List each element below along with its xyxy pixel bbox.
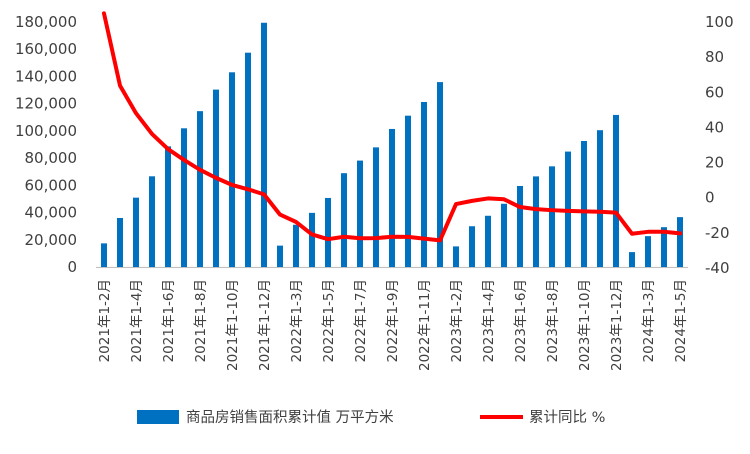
legend: 商品房销售面积累计值 万平方米 累计同比 % [137,409,605,426]
right-tick-label: 100 [705,13,734,31]
left-tick-label: 120,000 [15,95,77,113]
x-tick-label: 2021年1-12月 [257,279,273,371]
bar [389,128,395,267]
bar [581,140,587,267]
bar [341,173,347,267]
legend-line-label: 累计同比 % [529,409,605,426]
x-tick-label: 2023年1-8月 [545,279,561,362]
right-tick-label: 80 [705,48,724,66]
bar [469,226,475,267]
bar [197,111,203,267]
bar [245,52,251,267]
bar [101,243,107,267]
bar [421,101,427,267]
bar [677,217,683,267]
left-tick-label: 80,000 [25,149,78,167]
bar [165,146,171,267]
right-tick-label: 60 [705,83,724,101]
right-axis-ticks: -40 -20 0 20 40 60 80 100 [705,13,734,277]
x-tick-label: 2023年1-4月 [481,279,497,362]
x-tick-label: 2022年1-3月 [289,279,305,362]
bar [373,147,379,267]
x-tick-label: 2024年1-5月 [673,279,689,362]
line-series-group [102,11,682,243]
left-tick-label: 180,000 [15,13,77,31]
bar [661,227,667,267]
x-tick-label: 2022年1-7月 [353,279,369,362]
x-axis-ticks: 2021年1-2月 2021年1-4月 2021年1-6月 2021年1-8月 2021… [97,279,689,371]
right-tick-label: -40 [705,259,730,277]
left-tick-label: 40,000 [25,204,78,222]
bar [597,130,603,267]
bar [629,252,635,267]
bar [613,114,619,267]
x-tick-label: 2022年1-9月 [385,279,401,362]
bar [229,72,235,267]
bar [261,22,267,267]
x-tick-label: 2024年1-3月 [641,279,657,362]
bar [501,203,507,267]
x-tick-label: 2022年1-5月 [321,279,337,362]
left-tick-label: 140,000 [15,67,77,85]
bar [549,166,555,267]
bar [181,128,187,267]
bar [117,217,123,267]
bar [309,212,315,267]
x-tick-label: 2021年1-4月 [129,279,145,362]
bar [133,197,139,267]
bar [405,115,411,267]
bar [437,82,443,267]
legend-bar-swatch [137,410,179,424]
bar [517,185,523,267]
bar [277,245,283,267]
bar [149,176,155,267]
bar [453,246,459,267]
right-tick-label: 40 [705,118,724,136]
left-tick-label: 160,000 [15,40,77,58]
x-tick-label: 2022年1-11月 [417,279,433,371]
x-tick-label: 2021年1-10月 [225,279,241,371]
x-tick-label: 2021年1-6月 [161,279,177,362]
right-tick-label: 20 [705,154,724,172]
bar-series [101,22,683,267]
left-tick-label: 0 [67,258,77,276]
x-tick-label: 2023年1-10月 [577,279,593,371]
yoy-line [102,11,682,243]
left-axis-ticks: 0 20,000 40,000 60,000 80,000 100,000 120,000 1… [15,13,77,276]
x-tick-label: 2021年1-8月 [193,279,209,362]
bar [357,160,363,267]
left-tick-label: 20,000 [25,231,78,249]
right-tick-label: -20 [705,224,730,242]
right-tick-label: 0 [705,189,715,207]
bar [645,236,651,267]
bar [293,224,299,267]
x-tick-label: 2023年1-12月 [609,279,625,371]
left-tick-label: 100,000 [15,122,77,140]
bar [485,215,491,267]
x-tick-label: 2023年1-6月 [513,279,529,362]
x-tick-label: 2021年1-2月 [97,279,113,362]
left-tick-label: 60,000 [25,176,78,194]
x-tick-label: 2023年1-2月 [449,279,465,362]
bar [325,197,331,267]
bar [533,176,539,267]
legend-bar-label: 商品房销售面积累计值 万平方米 [186,409,394,426]
